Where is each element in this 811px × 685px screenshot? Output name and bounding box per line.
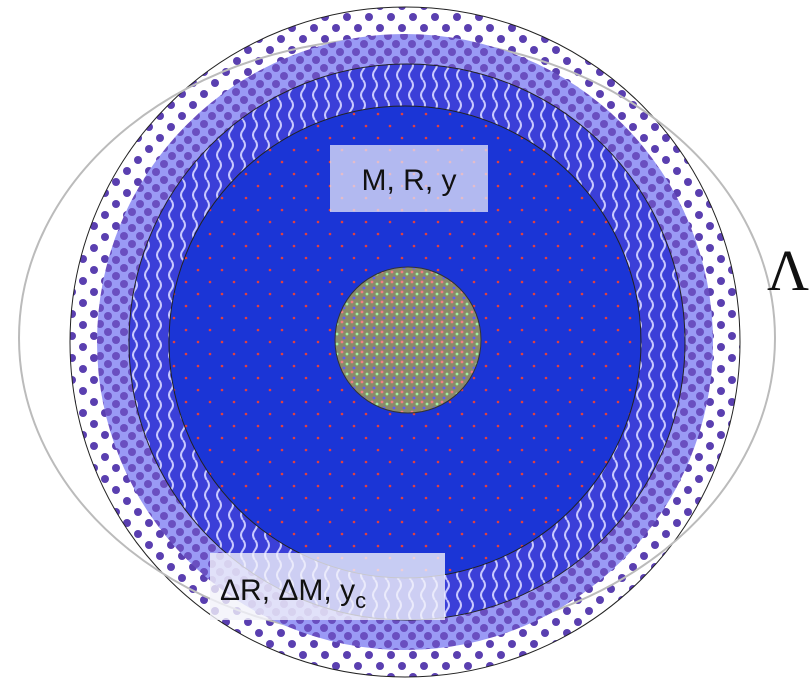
diagram: M, R, y ΔR, ΔM, yc Λ	[0, 0, 811, 685]
outer-label-sub: c	[355, 588, 366, 613]
lambda-label: Λ	[767, 238, 809, 303]
outer-label-main: ΔR, ΔM, y	[220, 574, 355, 607]
core	[335, 267, 481, 413]
inner-label: M, R, y	[362, 164, 457, 197]
